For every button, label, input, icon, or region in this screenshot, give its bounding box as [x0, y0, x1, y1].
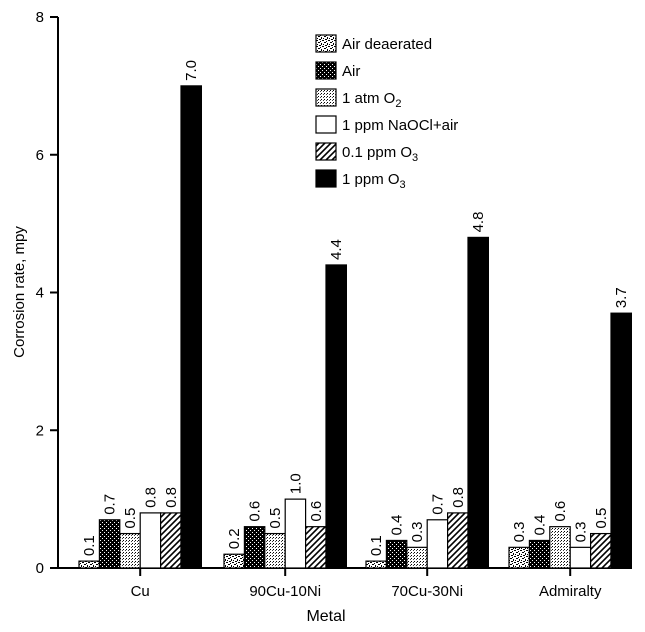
- legend-item: 0.1 ppm O3: [315, 142, 418, 164]
- data-label: 0.5: [593, 508, 610, 529]
- data-label: 1.0: [287, 473, 304, 494]
- bar: [406, 546, 428, 569]
- bar: [305, 526, 327, 569]
- data-label: 0.5: [122, 508, 139, 529]
- legend-swatch: [315, 169, 337, 188]
- legend-item: 1 ppm O3: [315, 169, 406, 191]
- data-label: 4.8: [470, 212, 487, 233]
- data-label: 7.0: [183, 60, 200, 81]
- bar: [467, 236, 489, 569]
- data-label: 0.8: [142, 487, 159, 508]
- bar: [160, 512, 182, 569]
- data-label: 3.7: [613, 287, 630, 308]
- bar: [447, 512, 469, 569]
- legend-swatch: [315, 34, 337, 53]
- legend-item: Air: [315, 61, 360, 80]
- legend: Air deaerated Air 1 atm O2 1 ppm NaOCl+air 0…: [315, 34, 458, 191]
- legend-swatch: [315, 88, 337, 107]
- x-tick-label: Admiralty: [539, 583, 602, 600]
- bar-groups: 0.10.70.50.8 0.87.00.20.6 0.51.00.64.40.10…: [78, 60, 632, 569]
- legend-item: 1 ppm NaOCl+air: [315, 115, 458, 134]
- data-label: 0.6: [247, 501, 264, 522]
- x-axis-label: Metal: [306, 608, 345, 625]
- bar: [119, 532, 141, 569]
- bar: [223, 553, 245, 569]
- y-tick-label: 4: [36, 285, 44, 302]
- legend-item: 1 atm O2: [315, 88, 401, 110]
- bar: [569, 546, 592, 569]
- y-tick-label: 8: [36, 9, 44, 26]
- data-label: 0.3: [511, 521, 528, 542]
- bar: [528, 539, 551, 569]
- legend-label: 0.1 ppm O3: [342, 144, 418, 164]
- legend-swatch: [315, 115, 337, 134]
- bar: [610, 312, 632, 569]
- bar: [508, 546, 530, 569]
- bar: [426, 519, 449, 569]
- data-label: 0.6: [552, 501, 569, 522]
- data-label: 0.6: [308, 501, 325, 522]
- bar: [385, 539, 408, 569]
- data-label: 0.4: [532, 515, 549, 536]
- data-label: 0.1: [81, 535, 98, 556]
- x-tick-label: 90Cu-10Ni: [249, 583, 321, 600]
- legend-label: Air: [342, 63, 360, 80]
- legend-item: Air deaerated: [315, 34, 432, 53]
- data-label: 0.3: [409, 521, 426, 542]
- y-axis-label: Corrosion rate, mpy: [11, 226, 28, 358]
- data-label: 0.3: [572, 521, 589, 542]
- bar: [549, 526, 571, 569]
- data-label: 4.4: [328, 239, 345, 260]
- data-label: 0.4: [389, 515, 406, 536]
- legend-swatch: [315, 142, 337, 161]
- y-tick-label: 2: [36, 422, 44, 439]
- y-tick-label: 0: [36, 560, 44, 577]
- bar: [284, 498, 307, 569]
- legend-label: Air deaerated: [342, 36, 432, 53]
- bar-group: 0.20.6 0.51.00.64.4: [223, 239, 347, 569]
- data-label: 0.7: [102, 494, 119, 515]
- legend-label: 1 atm O2: [342, 90, 401, 110]
- x-tick-label: 70Cu-30Ni: [391, 583, 463, 600]
- bar-group: 0.10.4 0.30.7 0.8 4.8: [365, 212, 489, 569]
- bar: [264, 532, 286, 569]
- data-label: 0.2: [226, 528, 243, 549]
- y-tick-label: 6: [36, 147, 44, 164]
- legend-label: 1 ppm O3: [342, 171, 406, 191]
- y-axis-ticks: 0 2 4 6 8: [36, 9, 58, 577]
- legend-label: 1 ppm NaOCl+air: [342, 117, 458, 134]
- bar: [98, 519, 121, 569]
- bar: [180, 85, 202, 569]
- bar: [243, 526, 266, 569]
- x-tick-label: Cu: [131, 583, 150, 600]
- bar: [325, 264, 347, 569]
- x-axis-ticks: Cu 90Cu-10Ni 70Cu-30Ni Admiralty: [131, 568, 602, 600]
- data-label: 0.8: [163, 487, 180, 508]
- bar: [139, 512, 162, 569]
- bar: [589, 532, 612, 569]
- data-label: 0.1: [368, 535, 385, 556]
- bar-group: 0.10.70.50.8 0.87.0: [78, 60, 202, 569]
- bar: [78, 560, 100, 569]
- data-label: 0.5: [267, 508, 284, 529]
- legend-swatch: [315, 61, 337, 80]
- data-label: 0.7: [429, 494, 446, 515]
- bar: [365, 560, 387, 569]
- bar-group: 0.3 0.40.60.30.53.7: [508, 287, 632, 569]
- data-label: 0.8: [450, 487, 467, 508]
